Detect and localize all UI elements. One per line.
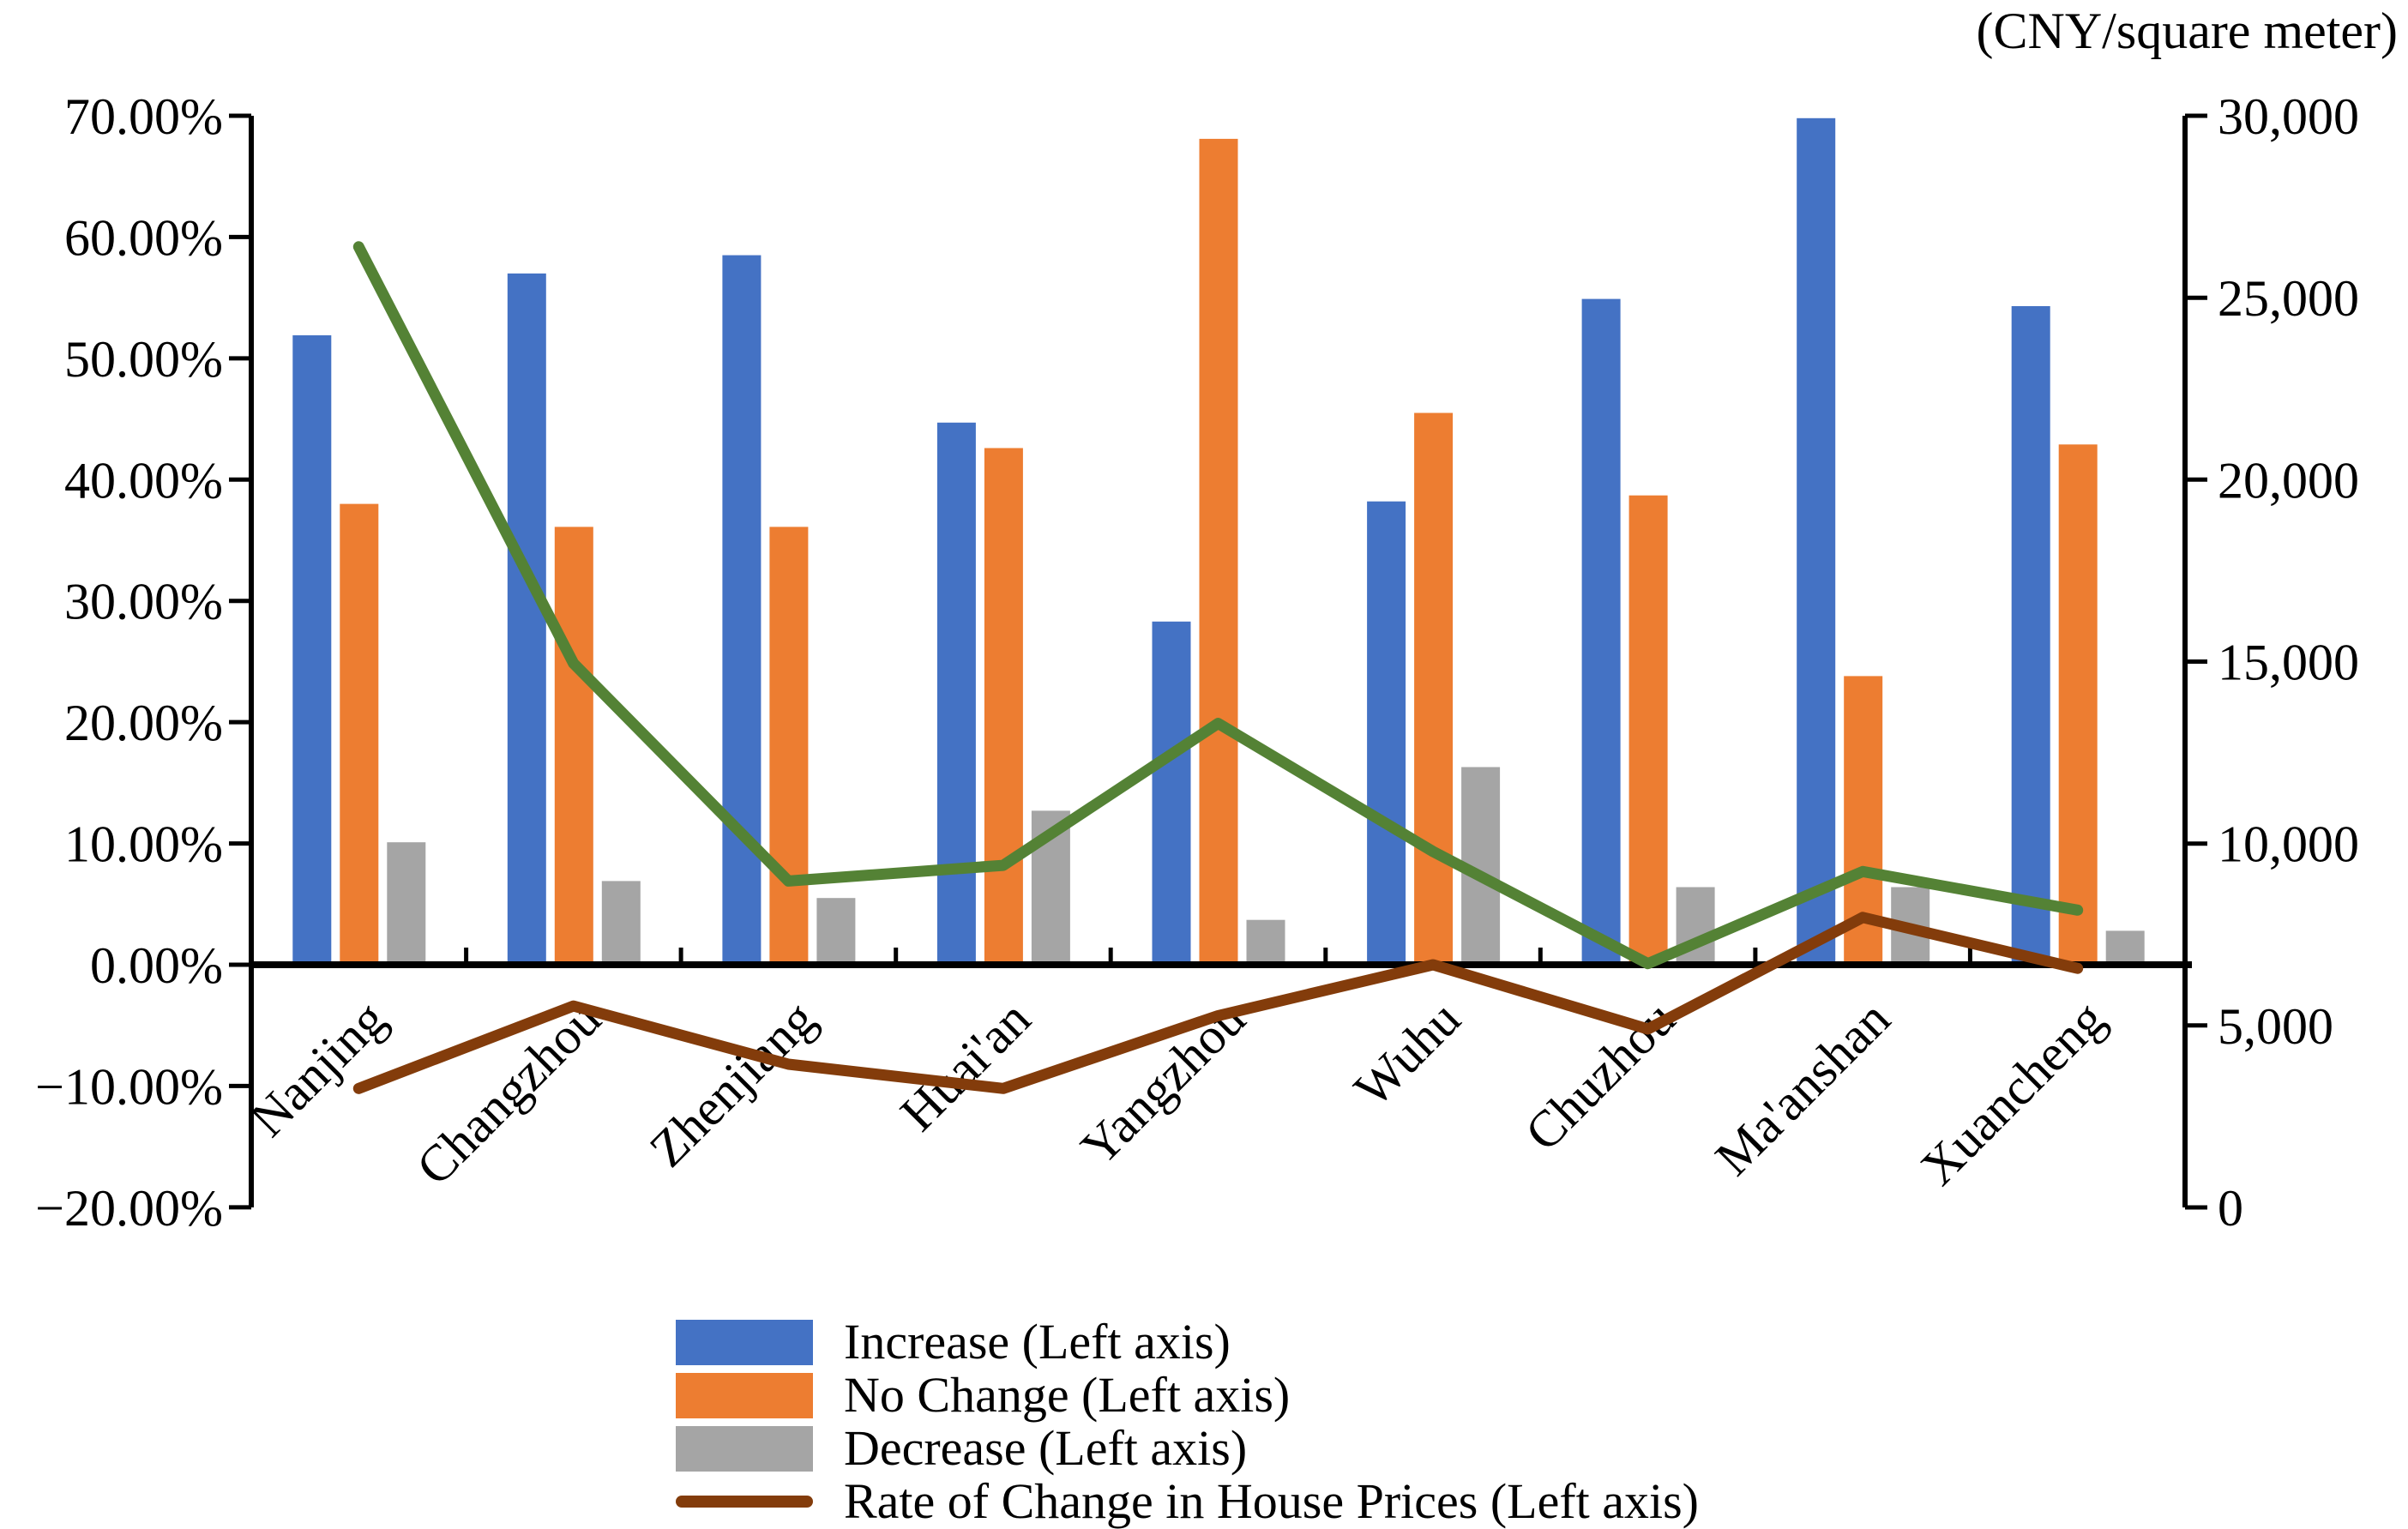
axis-labels-layer: 70.00% 60.00% 50.00% 40.00% 30.00% 20.00% 10.0… xyxy=(35,88,2359,1237)
legend-swatch-rect xyxy=(676,1319,813,1365)
left-axis-tick-label: 30.00% xyxy=(64,574,223,630)
bar-increase-nanjing xyxy=(292,335,332,965)
bar-decrease-nanjing xyxy=(387,842,426,965)
bar-increase-yangzhou xyxy=(1152,621,1191,965)
category-label-nanjing: Nanjing xyxy=(239,990,396,1147)
house-price-line xyxy=(352,241,2084,970)
category-label-ma-anshan: Ma'anshan xyxy=(1705,990,1901,1187)
category-label-huai-an: Huai'an xyxy=(889,990,1041,1142)
category-label-xuancheng: Xuancheng xyxy=(1910,990,2116,1196)
right-axis-tick-label: 30,000 xyxy=(2218,88,2359,145)
bar-decrease-xuancheng xyxy=(2105,930,2145,965)
axes-layer xyxy=(229,113,2207,1210)
right-axis-tick-label: 25,000 xyxy=(2218,270,2359,327)
legend-swatch-rect xyxy=(676,1425,813,1472)
legend-item-rate-of-change-in-house-prices-left-axis: Rate of Change in House Prices (Left axi… xyxy=(676,1475,1699,1528)
left-axis-tick-label: 60.00% xyxy=(64,209,223,266)
left-axis-tick-label: −20.00% xyxy=(35,1180,223,1237)
bar-increase-ma-anshan xyxy=(1797,117,1836,966)
bar-no-change-nanjing xyxy=(340,503,379,965)
bar-increase-huai-an xyxy=(936,422,976,965)
legend-label: Decrease (Left axis) xyxy=(844,1420,1248,1476)
category-label-wuhu: Wuhu xyxy=(1344,990,1472,1118)
right-axis-title: (CNY/square meter) xyxy=(1977,3,2398,59)
right-axis-tick-label: 0 xyxy=(2218,1180,2243,1237)
left-axis-tick-label: 20.00% xyxy=(64,695,223,751)
left-axis-tick-label: 0.00% xyxy=(90,937,223,994)
right-axis-tick-label: 5,000 xyxy=(2218,998,2333,1055)
category-label-changzhou: Changzhou xyxy=(406,990,611,1196)
bar-increase-chuzhou xyxy=(1581,298,1621,966)
legend-swatch-line xyxy=(676,1496,813,1508)
bar-increase-zhenjiang xyxy=(722,255,762,966)
rate-of-change-line xyxy=(352,912,2084,1094)
bar-no-change-yangzhou xyxy=(1199,138,1238,965)
legend-label: Increase (Left axis) xyxy=(844,1314,1231,1369)
right-axis-tick-label: 10,000 xyxy=(2218,816,2359,873)
left-axis-tick-label: −10.00% xyxy=(35,1058,223,1115)
right-axis-tick-label: 15,000 xyxy=(2218,635,2359,691)
legend-label: No Change (Left axis) xyxy=(844,1367,1291,1423)
left-axis-tick-label: 70.00% xyxy=(64,88,223,145)
legend-label: Rate of Change in House Prices (Left axi… xyxy=(844,1473,1699,1529)
bar-no-change-huai-an xyxy=(984,448,1023,965)
bar-decrease-zhenjiang xyxy=(816,898,856,965)
bar-decrease-changzhou xyxy=(601,881,641,965)
bar-no-change-chuzhou xyxy=(1628,495,1668,965)
left-axis-tick-label: 40.00% xyxy=(64,452,223,509)
left-axis-tick-label: 10.00% xyxy=(64,816,223,873)
chart-legend: Increase (Left axis) No Change (Left axis… xyxy=(676,1315,1699,1528)
legend-item-no-change-left-axis: No Change (Left axis) xyxy=(676,1369,1699,1422)
bar-increase-changzhou xyxy=(507,273,546,965)
bar-decrease-yangzhou xyxy=(1246,919,1285,965)
category-label-zhenjiang: Zhenjiang xyxy=(639,990,827,1178)
legend-swatch-rect xyxy=(676,1372,813,1418)
bar-increase-wuhu xyxy=(1367,501,1406,965)
bar-increase-xuancheng xyxy=(2011,306,2050,965)
bars-layer xyxy=(292,117,2145,966)
bar-no-change-xuancheng xyxy=(2058,444,2098,965)
legend-item-increase-left-axis: Increase (Left axis) xyxy=(676,1315,1699,1369)
legend-item-decrease-left-axis: Decrease (Left axis) xyxy=(676,1422,1699,1475)
bar-no-change-changzhou xyxy=(554,527,593,965)
lines-layer xyxy=(352,241,2084,1094)
right-axis-tick-label: 20,000 xyxy=(2218,452,2359,509)
bar-no-change-wuhu xyxy=(1414,412,1454,965)
bar-no-change-zhenjiang xyxy=(769,527,809,965)
left-axis-tick-label: 50.00% xyxy=(64,331,223,388)
